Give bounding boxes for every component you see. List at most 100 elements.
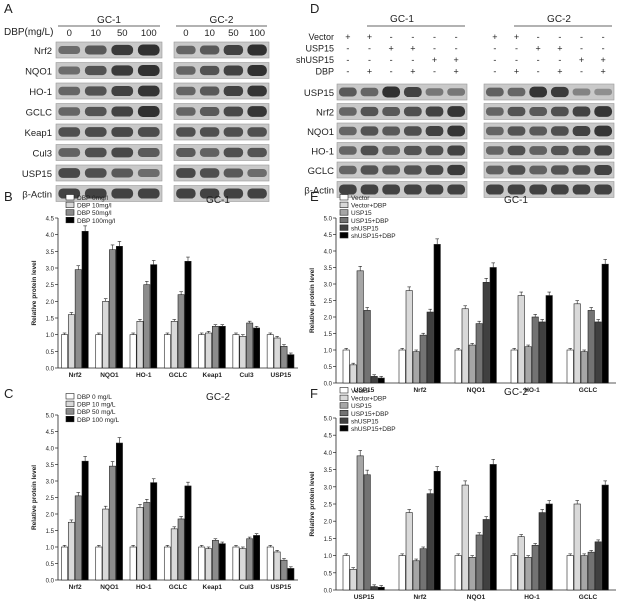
bar [273, 337, 281, 369]
y-tick-label: 2.0 [324, 520, 333, 526]
treatment-sign: + [367, 32, 372, 42]
bar [461, 484, 469, 591]
bar [482, 282, 490, 384]
blot-strip [483, 181, 615, 198]
blot-band [550, 126, 569, 136]
bar [594, 321, 602, 384]
bar [573, 503, 581, 591]
y-tick-label: 1.0 [46, 333, 55, 339]
treatment-sign: + [454, 55, 459, 65]
blot-strip [55, 123, 163, 141]
dose-value: 10 [204, 28, 215, 39]
bar [405, 512, 413, 591]
x-tick-label: USP15 [354, 387, 375, 394]
blot-band [507, 106, 526, 117]
legend-swatch [339, 201, 349, 208]
blot-protein-label: β-Actin [22, 190, 52, 201]
blot-band [338, 87, 357, 97]
blot-band [550, 165, 569, 175]
blot-band [529, 184, 548, 195]
y-tick-label: 5.0 [46, 414, 55, 420]
blot-band [403, 106, 422, 117]
y-tick-label: 0.0 [324, 589, 333, 595]
blot-strip [336, 103, 468, 120]
y-tick-label: 4.0 [324, 451, 333, 457]
blot-protein-label: Nrf2 [34, 46, 52, 57]
blot-band [338, 126, 357, 136]
bar [205, 332, 212, 369]
dose-value: 100 [141, 28, 157, 39]
blot-band [338, 107, 357, 116]
bar [468, 557, 476, 591]
x-tick-label: HO-1 [524, 387, 540, 394]
bar [143, 284, 151, 369]
blot-protein-label: GCLC [26, 108, 53, 119]
blot-band [572, 184, 591, 195]
x-tick-label: Nrf2 [413, 594, 426, 601]
y-tick-label: 3.0 [46, 267, 55, 273]
legend-swatch [339, 409, 349, 417]
bar [253, 535, 260, 581]
y-tick-label: 4.0 [46, 447, 55, 453]
blot-band [507, 145, 526, 156]
bar [580, 555, 588, 591]
blot-strip [173, 144, 270, 161]
x-tick-label: GCLC [169, 372, 188, 379]
treatment-sign: - [346, 55, 349, 65]
treatment-sign: - [580, 67, 583, 77]
blot-band [58, 86, 81, 96]
treatment-sign: - [411, 55, 414, 65]
blot-band [382, 184, 401, 195]
bar [398, 555, 406, 591]
blot-band [382, 146, 401, 155]
bar [489, 267, 497, 384]
chart-title: GC-1 [206, 195, 230, 206]
blot-background [55, 123, 163, 141]
treatment-row-label: shUSP15 [296, 55, 334, 65]
blot-strip [173, 82, 270, 100]
bar [349, 364, 357, 384]
bar [246, 322, 254, 369]
treatment-sign: - [346, 44, 349, 54]
bar [218, 543, 226, 581]
legend-label: shUSP15+DBP [351, 233, 396, 240]
treatment-sign: - [537, 67, 540, 77]
bar [95, 546, 103, 581]
y-tick-label: 1.0 [324, 554, 333, 560]
x-tick-label: HO-1 [136, 372, 152, 379]
legend-label: USP15 [351, 403, 372, 410]
blot-background [173, 82, 270, 100]
bar [143, 502, 151, 581]
blot-band [176, 86, 196, 96]
y-tick-label: 4.5 [46, 430, 55, 436]
treatment-sign: - [493, 67, 496, 77]
blot-background [173, 41, 270, 59]
blot-band [223, 188, 244, 199]
treatment-sign: + [601, 55, 606, 65]
dose-label: DBP(mg/L) [4, 27, 53, 38]
blot-band [58, 45, 81, 55]
bar [482, 519, 490, 591]
bar [363, 310, 371, 384]
treatment-sign: - [368, 55, 371, 65]
bar [280, 559, 288, 581]
blot-band [485, 87, 504, 97]
blot-protein-label: GCLC [308, 166, 335, 177]
blot-group-title: GC-2 [547, 14, 571, 25]
blot-band [382, 107, 401, 116]
legend-label: DBP 50 mg/L [77, 409, 116, 416]
blot-band [338, 165, 357, 175]
blot-band [550, 106, 569, 117]
treatment-sign: - [602, 32, 605, 42]
dose-value: 0 [67, 28, 72, 39]
blot-group-title: GC-1 [390, 14, 414, 25]
bar [287, 568, 295, 581]
blot-band [247, 168, 267, 178]
bar [580, 351, 588, 384]
blot-band [403, 86, 422, 98]
y-tick-label: 1.5 [324, 332, 333, 338]
bar [136, 507, 144, 581]
bar [74, 269, 82, 369]
blot-band [529, 165, 548, 175]
